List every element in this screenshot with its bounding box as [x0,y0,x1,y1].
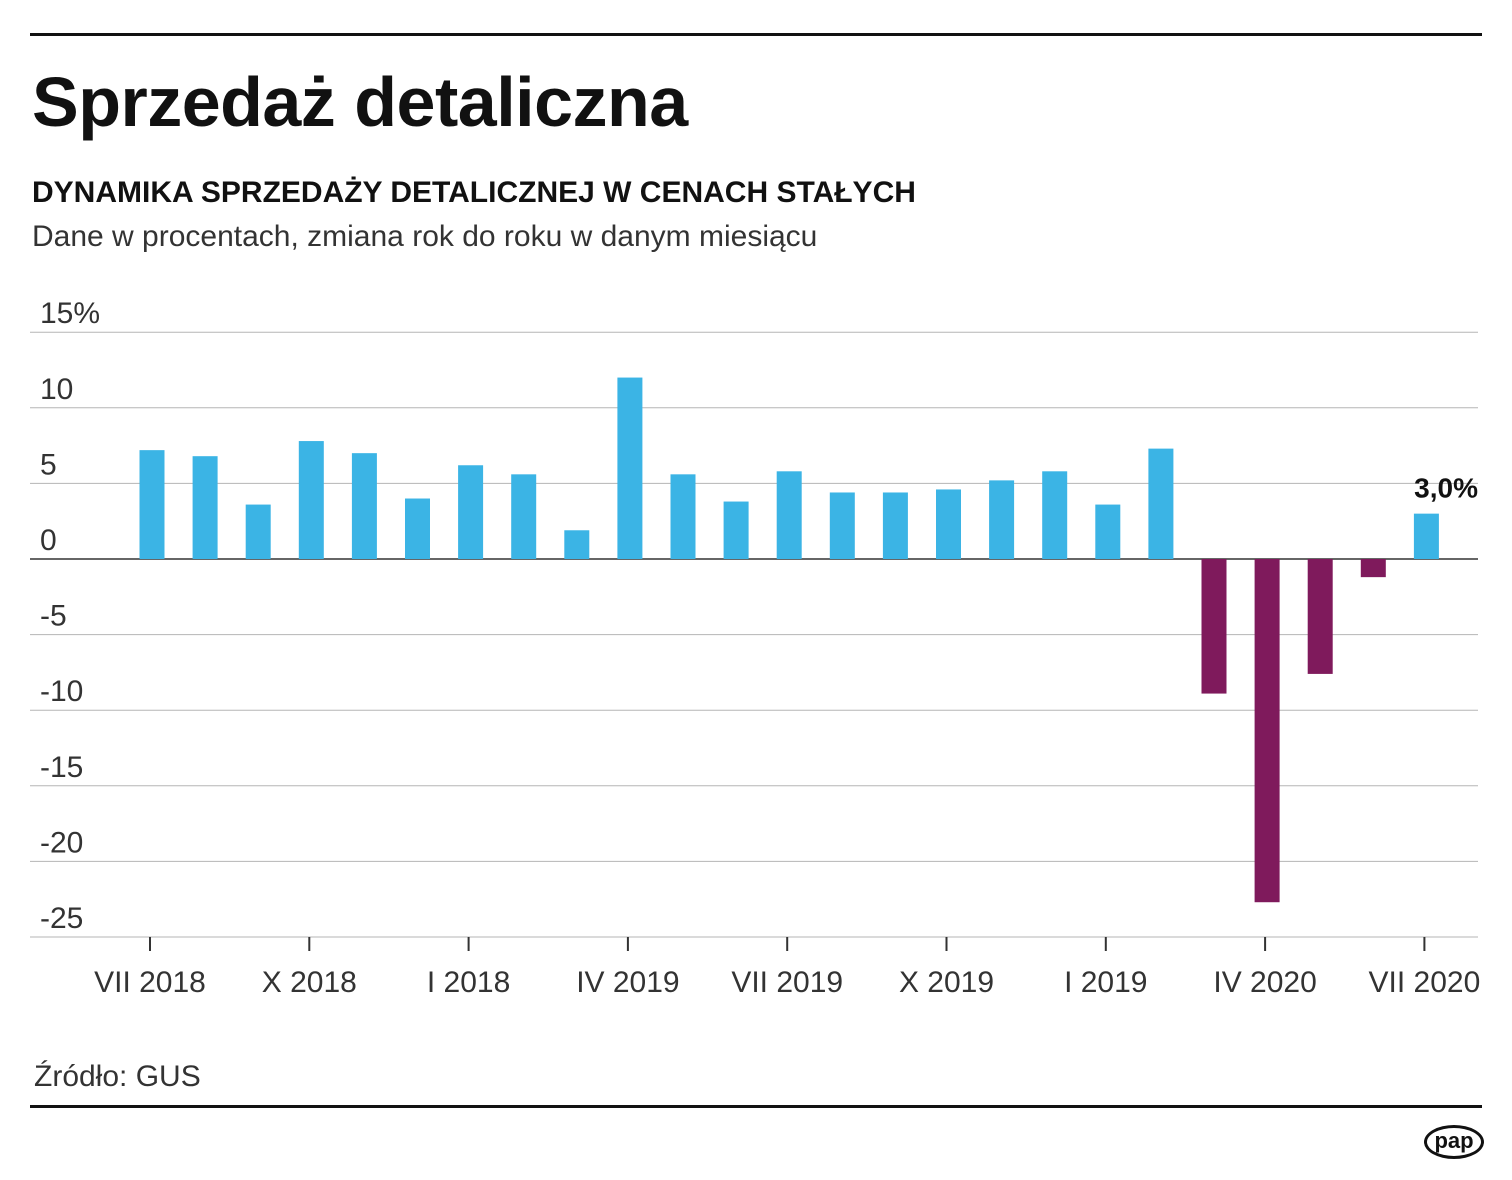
y-tick-label: 5 [40,448,57,481]
bar-xii-2018 [405,498,430,559]
bar-v-2020 [1307,559,1333,674]
x-tick-label: VII 2018 [94,966,206,999]
bar-x-2019 [936,489,961,559]
y-tick-label: -25 [40,902,83,935]
value-annotation: 3,0% [1414,473,1478,504]
bar-xi-2019 [989,480,1015,559]
bar-ix-2019 [882,492,908,559]
x-tick-label: I 2018 [427,966,510,999]
bar-vi-2020 [1360,559,1386,578]
y-tick-label: -5 [40,600,67,633]
top-rule [30,33,1482,36]
bar-iv-2020 [1254,559,1280,903]
y-tick-label: 0 [40,524,57,557]
bar-ii-2019 [511,474,537,559]
bar-iii-2020 [1201,559,1227,694]
y-tick-label: -15 [40,751,83,784]
bar-v-2019 [670,474,696,559]
y-tick-label: -10 [40,675,83,708]
x-tick-label: IV 2020 [1213,966,1316,999]
bar-vi-2019 [723,501,749,559]
bar-x-2018 [298,441,324,559]
bar-vii-2020 [1413,513,1439,559]
source-note: Źródło: GUS [34,1060,201,1093]
bar-iii-2019 [564,530,590,559]
x-tick-label: I 2019 [1064,966,1147,999]
chart-description: Dane w procentach, zmiana rok do roku w … [32,220,818,253]
page-title: Sprzedaż detaliczna [32,63,688,141]
bar-iv-2019 [617,377,643,559]
bar-ix-2018 [245,504,271,559]
bottom-rule [30,1105,1482,1108]
bar-i-2019 [458,465,484,559]
x-tick-label: VII 2020 [1369,966,1481,999]
bar-vii-2019 [776,471,802,559]
y-tick-label: 10 [40,373,73,406]
x-tick-label: X 2018 [262,966,357,999]
bar-viii-2018 [192,456,218,559]
chart-subtitle: DYNAMIKA SPRZEDAŻY DETALICZNEJ W CENACH … [32,176,916,209]
bar-xii-2019 [1042,471,1068,559]
bar-ii-2020 [1148,448,1174,559]
x-tick-label: VII 2019 [731,966,843,999]
y-tick-label: 15% [40,297,100,330]
x-tick-label: IV 2019 [576,966,679,999]
x-tick-label: X 2019 [899,966,994,999]
bar-viii-2019 [829,492,855,559]
pap-logo: pap [1424,1125,1484,1159]
bar-vii-2018 [139,450,165,559]
bar-i-2020 [1095,504,1121,559]
y-tick-label: -20 [40,826,83,859]
bar-xi-2018 [351,453,377,559]
